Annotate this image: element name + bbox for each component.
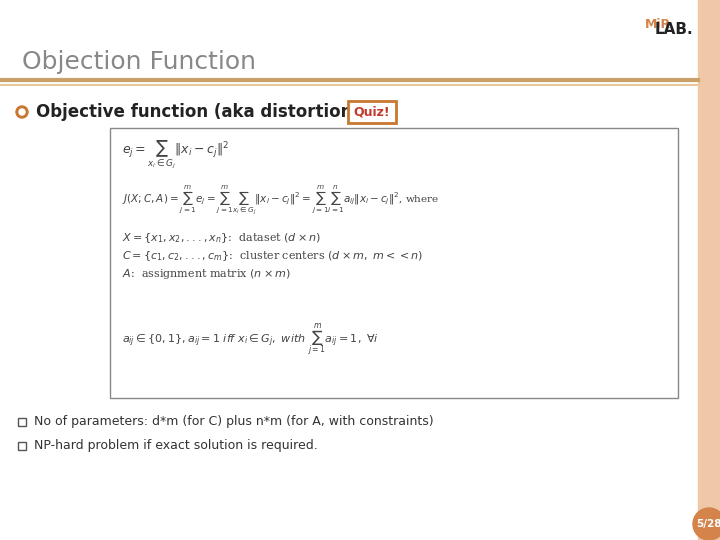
Text: NP-hard problem if exact solution is required.: NP-hard problem if exact solution is req… [34, 440, 318, 453]
Text: $A$:  assignment matrix $(n \times m)$: $A$: assignment matrix $(n \times m)$ [122, 267, 291, 281]
Circle shape [16, 106, 28, 118]
Text: LAB.: LAB. [654, 22, 693, 37]
Bar [110, 128, 678, 398]
Bar [18, 442, 26, 450]
Circle shape [19, 109, 25, 115]
Text: MiR: MiR [645, 18, 671, 31]
Text: Quiz!: Quiz! [354, 105, 390, 118]
Bar [348, 101, 396, 123]
Text: Objection Function: Objection Function [22, 50, 256, 74]
Text: $e_j = \sum_{x_i \in G_j} \|x_i - c_j\|^2$: $e_j = \sum_{x_i \in G_j} \|x_i - c_j\|^… [122, 139, 229, 171]
Text: $a_{ij} \in \{0,1\}, a_{ij} = 1\ iff\ x_i \in G_j,\ with\ \sum_{j=1}^{m} a_{ij} : $a_{ij} \in \{0,1\}, a_{ij} = 1\ iff\ x_… [122, 321, 379, 359]
Text: No of parameters: d*m (for C) plus n*m (for A, with constraints): No of parameters: d*m (for C) plus n*m (… [34, 415, 433, 429]
Text: $X = \{x_1, x_2, ..., x_n\}$:  dataset $(d \times n)$: $X = \{x_1, x_2, ..., x_n\}$: dataset $(… [122, 231, 321, 245]
Text: Objective function (aka distortion): Objective function (aka distortion) [36, 103, 360, 121]
Bar [698, 0, 720, 540]
Text: $J(X;C,A) = \sum_{j=1}^{m} e_j = \sum_{j=1}^{m}\sum_{x_i \in G_j} \|x_i - c_j\|^: $J(X;C,A) = \sum_{j=1}^{m} e_j = \sum_{j… [122, 183, 439, 217]
Bar [18, 418, 26, 426]
Text: 5/28: 5/28 [696, 519, 720, 529]
Circle shape [693, 508, 720, 540]
Text: $C = \{c_1, c_2, ..., c_m\}$:  cluster centers $(d \times m,\ m << n)$: $C = \{c_1, c_2, ..., c_m\}$: cluster ce… [122, 249, 423, 263]
